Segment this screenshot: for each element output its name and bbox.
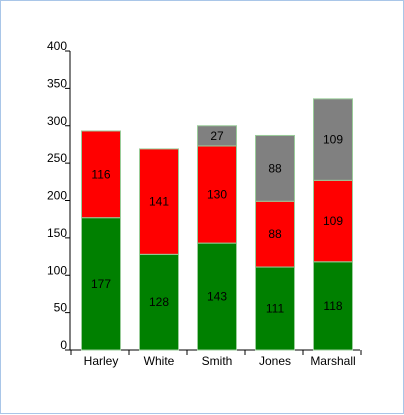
y-tick-label: 100 [47, 263, 67, 277]
bar-segment [255, 134, 295, 202]
bar-segment [197, 145, 237, 244]
x-tick-label: Harley [84, 354, 119, 368]
data-label: 88 [268, 227, 282, 241]
x-tick-label: Smith [202, 354, 233, 368]
x-tick-label: White [144, 354, 175, 368]
data-label: 27 [210, 129, 224, 143]
y-axis: 0 50 100 150 200 250 300 350 400 [47, 39, 71, 352]
bar-segment [255, 200, 295, 268]
bar-segment [255, 266, 295, 351]
x-tick-label: Jones [259, 354, 291, 368]
bars [81, 98, 353, 351]
data-labels: 177 116 128 141 143 130 27 111 88 88 118 109 109 [91, 129, 343, 316]
bar-segment [81, 130, 121, 219]
bar-segment [139, 253, 179, 351]
y-tick-label: 250 [47, 151, 67, 165]
bar-segment [313, 98, 353, 181]
y-tick-label: 350 [47, 76, 67, 90]
data-label: 130 [207, 188, 227, 202]
data-label: 111 [266, 302, 285, 316]
bar-segment [313, 261, 353, 351]
y-tick-label: 400 [47, 39, 67, 53]
y-tick-label: 200 [47, 189, 67, 203]
bar-segment [197, 242, 237, 351]
data-label: 141 [149, 195, 169, 209]
data-label: 118 [323, 299, 342, 313]
y-tick-label: 0 [60, 338, 67, 352]
data-label: 177 [91, 277, 111, 291]
y-tick-label: 300 [47, 114, 67, 128]
data-label: 109 [323, 133, 343, 147]
y-tick-label: 150 [47, 226, 67, 240]
x-axis: Harley White Smith Jones Marshall [70, 349, 362, 368]
data-label: 128 [149, 295, 169, 309]
data-label: 88 [268, 161, 282, 175]
y-tick-label: 50 [54, 301, 68, 315]
data-label: 116 [91, 167, 110, 181]
bar-segment [197, 125, 237, 147]
bar-segment [313, 179, 353, 263]
data-label: 143 [207, 290, 227, 304]
data-label: 109 [323, 214, 343, 228]
x-tick-label: Marshall [310, 354, 355, 368]
bar-segment [81, 217, 121, 351]
bar-segment [139, 148, 179, 255]
